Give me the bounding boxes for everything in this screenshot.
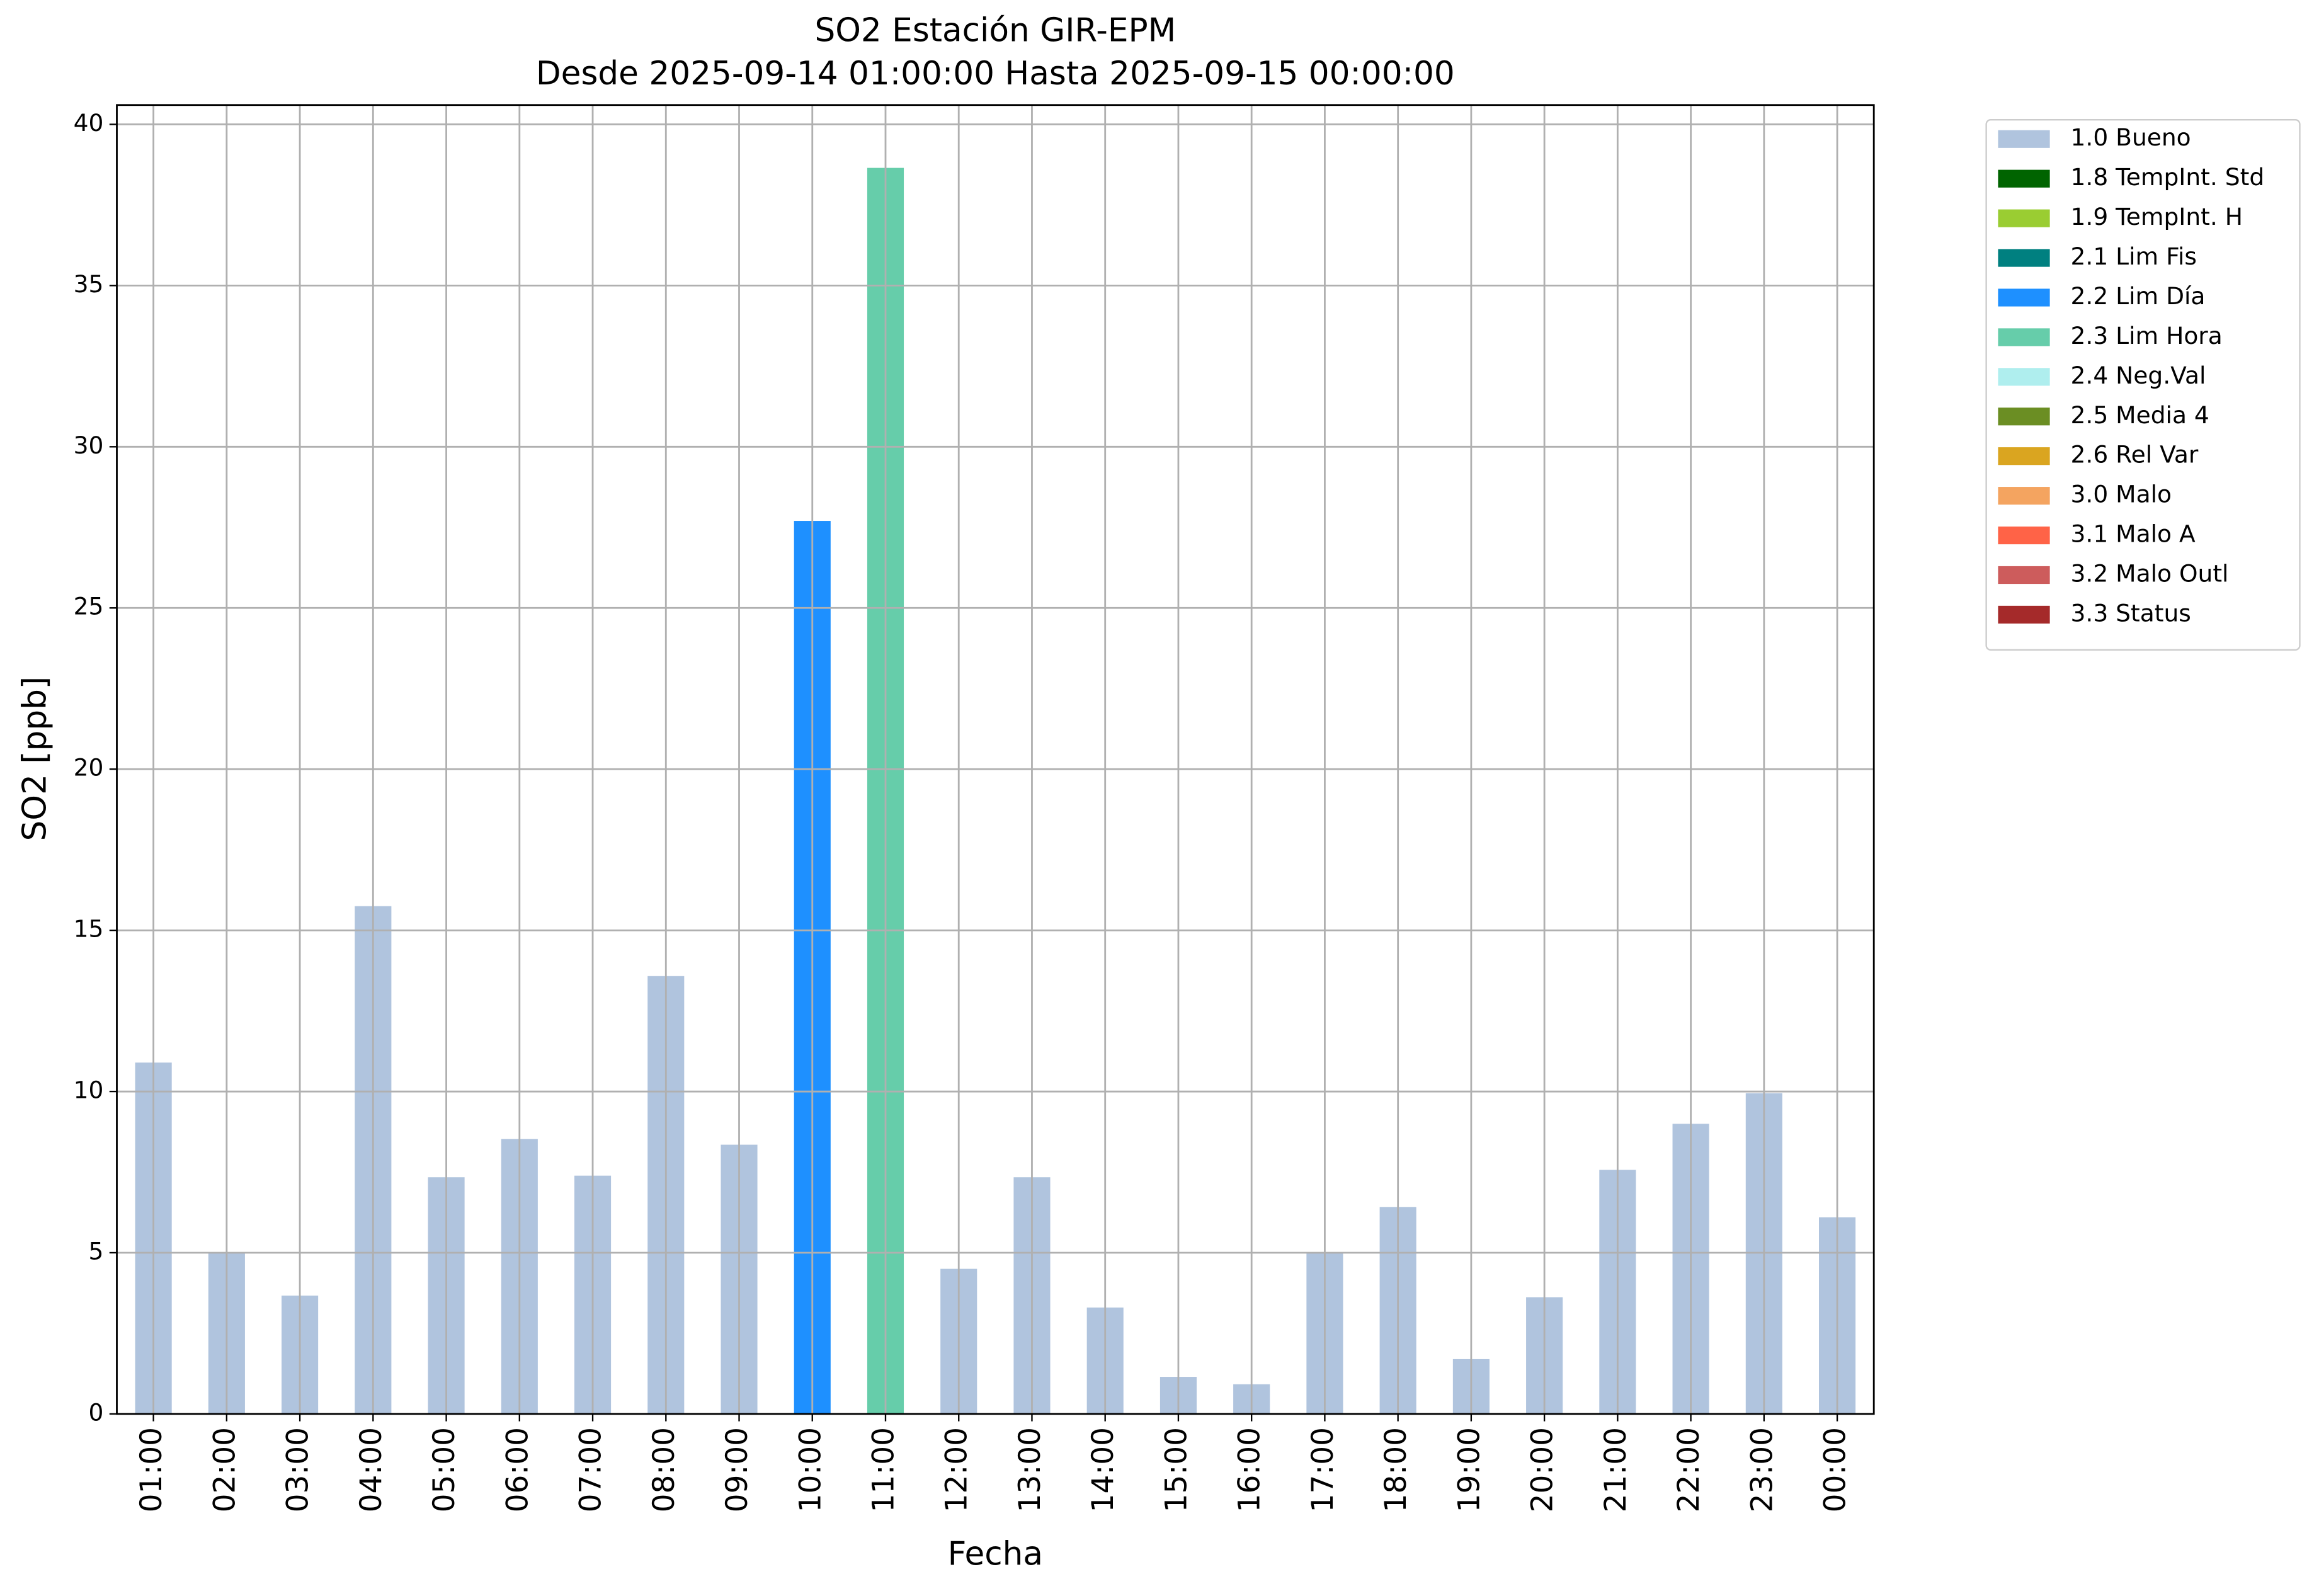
legend-label: 1.8 TempInt. Std xyxy=(2071,163,2265,191)
legend-swatch xyxy=(1998,487,2050,505)
legend-swatch xyxy=(1998,566,2050,584)
x-tick-label: 22:00 xyxy=(1672,1427,1706,1512)
x-tick-label: 05:00 xyxy=(427,1427,462,1512)
y-tick-label: 25 xyxy=(74,593,104,620)
y-tick-label: 5 xyxy=(88,1237,103,1265)
x-tick-label: 09:00 xyxy=(720,1427,755,1512)
y-tick-label: 35 xyxy=(74,270,104,298)
legend-swatch xyxy=(1998,130,2050,148)
x-tick-label: 15:00 xyxy=(1159,1427,1194,1512)
x-tick-label: 23:00 xyxy=(1745,1427,1779,1512)
y-tick-label: 0 xyxy=(88,1398,103,1426)
x-tick-label: 14:00 xyxy=(1086,1427,1120,1512)
y-tick-label: 10 xyxy=(74,1076,104,1104)
y-tick-label: 20 xyxy=(74,754,104,782)
x-tick-label: 01:00 xyxy=(134,1427,169,1512)
legend-swatch xyxy=(1998,408,2050,426)
x-tick-label: 18:00 xyxy=(1379,1427,1413,1512)
y-axis-label: SO2 [ppb] xyxy=(16,676,54,841)
x-tick-label: 20:00 xyxy=(1525,1427,1560,1512)
legend-swatch xyxy=(1998,526,2050,545)
plot-frame xyxy=(116,104,1875,1415)
legend-label: 3.0 Malo xyxy=(2071,481,2172,508)
legend-swatch xyxy=(1998,328,2050,346)
legend-label: 2.2 Lim Día xyxy=(2071,282,2206,310)
x-tick-label: 17:00 xyxy=(1306,1427,1340,1512)
y-tick-label: 40 xyxy=(74,109,104,137)
y-tick-label: 15 xyxy=(74,915,104,943)
x-tick-label: 12:00 xyxy=(940,1427,974,1512)
x-tick-label: 11:00 xyxy=(866,1427,901,1512)
x-tick-label: 00:00 xyxy=(1818,1427,1853,1512)
x-tick-label: 07:00 xyxy=(574,1427,608,1512)
legend-label: 3.1 Malo A xyxy=(2071,520,2196,548)
x-tick-label: 04:00 xyxy=(354,1427,389,1512)
legend-label: 3.3 Status xyxy=(2071,599,2191,627)
legend-swatch xyxy=(1998,447,2050,465)
legend-swatch xyxy=(1998,368,2050,386)
legend-label: 2.1 Lim Fis xyxy=(2071,242,2197,270)
legend-swatch xyxy=(1998,169,2050,188)
legend-label: 2.5 Media 4 xyxy=(2071,401,2209,429)
x-tick-label: 16:00 xyxy=(1233,1427,1267,1512)
legend-label: 1.0 Bueno xyxy=(2071,123,2191,151)
legend-label: 3.2 Malo Outl xyxy=(2071,560,2229,588)
chart-subtitle: Desde 2025-09-14 01:00:00 Hasta 2025-09-… xyxy=(536,55,1455,93)
x-tick-label: 19:00 xyxy=(1452,1427,1486,1512)
legend-swatch xyxy=(1998,249,2050,267)
chart-title: SO2 Estación GIR-EPM xyxy=(814,12,1176,50)
x-tick-label: 21:00 xyxy=(1598,1427,1633,1512)
legend-box xyxy=(1985,119,2301,651)
x-tick-label: 13:00 xyxy=(1013,1427,1047,1512)
legend-label: 2.6 Rel Var xyxy=(2071,441,2199,469)
legend-label: 2.4 Neg.Val xyxy=(2071,362,2206,389)
legend-label: 2.3 Lim Hora xyxy=(2071,322,2223,350)
x-tick-label: 08:00 xyxy=(647,1427,681,1512)
legend-swatch xyxy=(1998,605,2050,624)
legend-swatch xyxy=(1998,209,2050,227)
x-tick-label: 10:00 xyxy=(793,1427,828,1512)
legend-swatch xyxy=(1998,288,2050,307)
x-tick-label: 03:00 xyxy=(281,1427,316,1512)
x-axis-label: Fecha xyxy=(948,1535,1043,1573)
legend-label: 1.9 TempInt. H xyxy=(2071,203,2243,231)
x-tick-label: 06:00 xyxy=(500,1427,535,1512)
x-tick-label: 02:00 xyxy=(207,1427,242,1512)
y-tick-label: 30 xyxy=(74,431,104,459)
